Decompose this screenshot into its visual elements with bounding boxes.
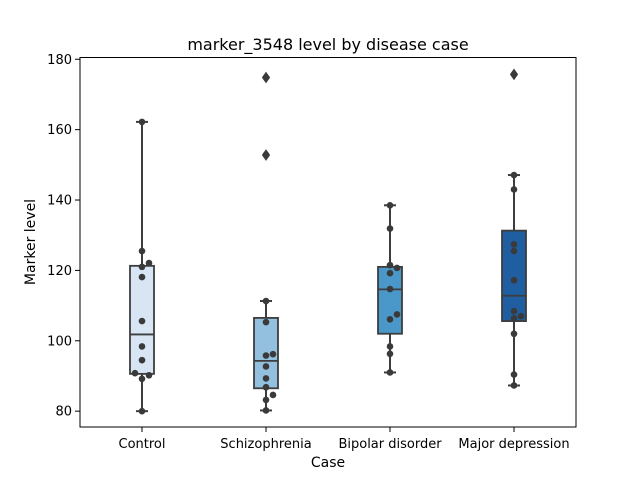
data-point (138, 356, 146, 364)
data-point (386, 285, 394, 293)
data-point (138, 263, 146, 271)
y-axis-label: Marker level (23, 199, 39, 285)
data-point (510, 186, 518, 193)
data-point (386, 316, 394, 323)
swarm-series (510, 71, 525, 389)
data-point (510, 276, 518, 284)
data-point (262, 74, 270, 81)
x-axis: Control Schizophrenia Bipolar disorder Majo… (119, 427, 570, 452)
data-point (393, 311, 401, 318)
data-point (145, 371, 153, 379)
data-point (386, 350, 394, 358)
data-point (138, 343, 146, 350)
y-tick-label: 80 (55, 405, 72, 420)
data-point (145, 259, 153, 267)
data-point (386, 225, 394, 232)
box-iqr (377, 265, 403, 335)
axes-frame (79, 57, 577, 428)
data-point (510, 330, 518, 338)
data-point (510, 314, 518, 322)
data-point (138, 407, 146, 415)
y-tick-label: 140 (47, 194, 72, 209)
data-point (138, 118, 146, 126)
data-point (138, 317, 146, 325)
y-tick-label: 120 (47, 264, 72, 279)
data-point (262, 363, 270, 370)
x-tick-label: Bipolar disorder (338, 437, 442, 452)
x-tick-label: Control (119, 437, 166, 452)
data-point (262, 383, 270, 391)
data-point (510, 382, 518, 389)
data-point (510, 171, 518, 179)
swarm-series (262, 74, 277, 414)
data-point (386, 261, 394, 269)
data-point (262, 352, 270, 359)
swarm-series (131, 118, 153, 415)
data-point (262, 396, 270, 404)
data-point (386, 202, 394, 209)
x-tick-label: Schizophrenia (220, 437, 311, 452)
data-point (262, 151, 270, 159)
y-axis: 80 100 120 140 160 180 (47, 53, 80, 420)
data-point (510, 71, 518, 78)
data-point (138, 375, 146, 383)
data-point (262, 375, 270, 382)
data-point (386, 369, 394, 376)
data-point (386, 343, 394, 350)
data-point (262, 318, 270, 326)
data-point (269, 350, 277, 358)
data-point (517, 312, 525, 320)
data-point (386, 269, 394, 277)
data-point (393, 264, 401, 272)
swarm-series (386, 202, 401, 376)
x-axis-label: Case (311, 455, 345, 471)
data-point (138, 273, 146, 281)
data-point (262, 407, 270, 414)
y-tick-label: 100 (47, 334, 72, 349)
data-point (510, 307, 518, 315)
data-point (131, 369, 139, 377)
y-tick-label: 160 (47, 123, 72, 138)
chart-title: marker_3548 level by disease case (187, 35, 468, 55)
y-tick-label: 180 (47, 53, 72, 68)
x-tick-label: Major depression (458, 437, 569, 452)
plot-area (129, 68, 527, 415)
data-point (138, 247, 146, 255)
data-point (510, 371, 518, 378)
data-point (269, 391, 277, 399)
data-point (510, 247, 518, 255)
data-point (510, 241, 518, 248)
data-point (262, 297, 270, 305)
